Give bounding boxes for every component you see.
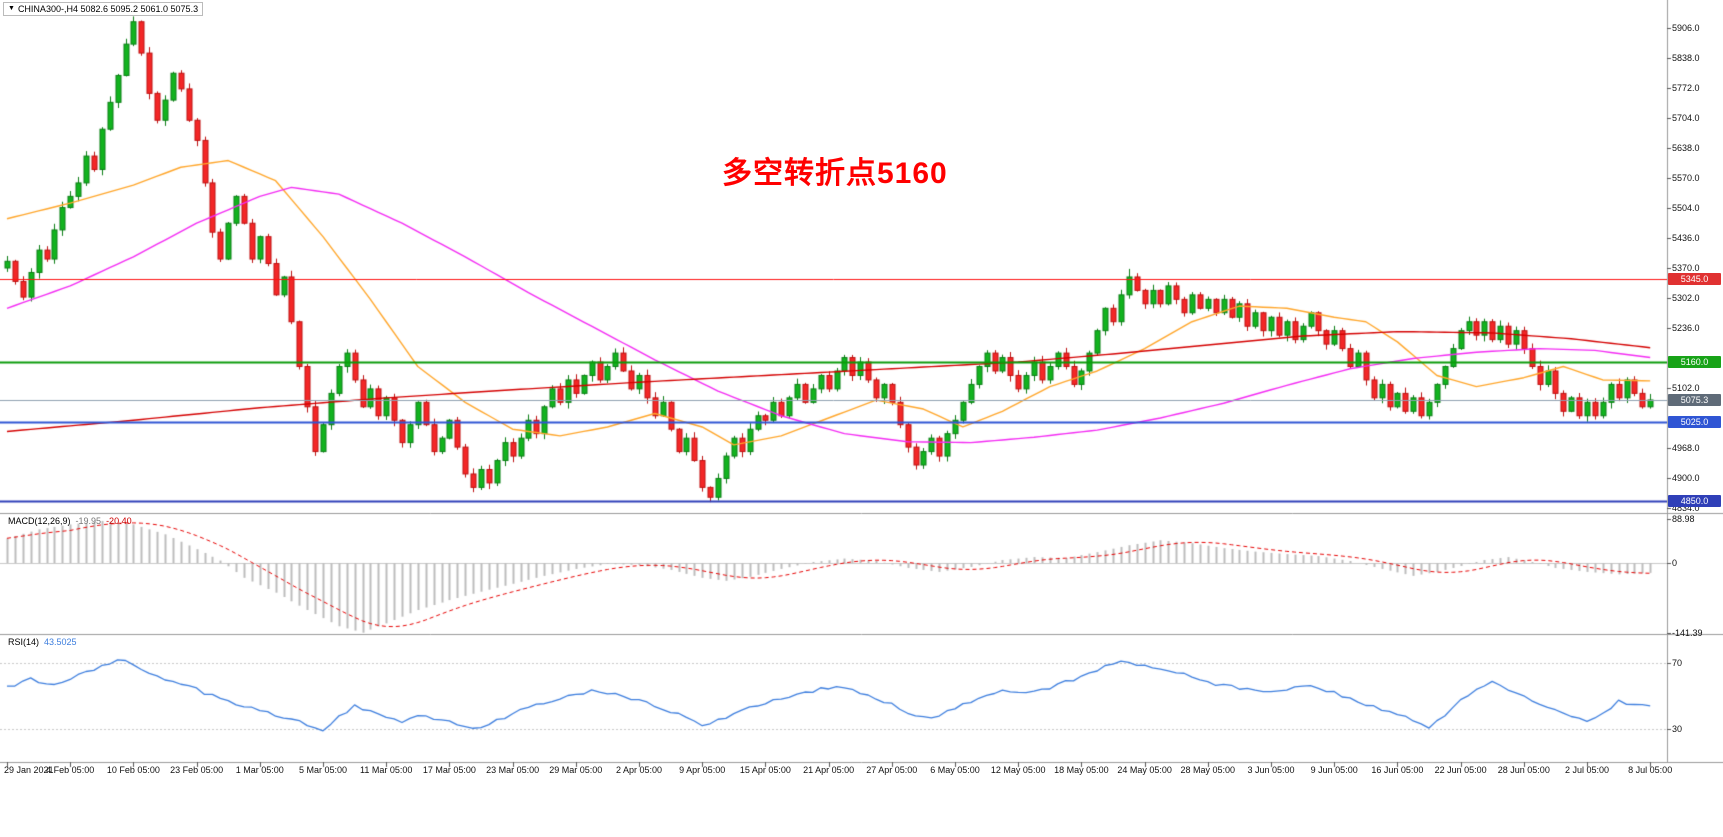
rsi-panel-area[interactable] xyxy=(0,635,1667,762)
time-axis-label: 27 Apr 05:00 xyxy=(866,765,918,775)
chart-annotation-text[interactable]: 多空转折点5160 xyxy=(722,157,948,190)
time-axis-label: 15 Apr 05:00 xyxy=(739,765,791,775)
price-level-badge: 5160.0 xyxy=(1668,356,1721,369)
time-axis-label: 29 Jan 2021 xyxy=(4,765,54,775)
time-axis-label: 21 Apr 05:00 xyxy=(803,765,855,775)
rsi-axis-label: 30 xyxy=(1672,724,1683,734)
macd-panel-area[interactable] xyxy=(0,514,1667,634)
price-axis-label: 5772.0 xyxy=(1672,83,1700,93)
price-level-badge: 5345.0 xyxy=(1668,273,1721,286)
time-axis-label: 9 Apr 05:00 xyxy=(679,765,726,775)
price-axis-label: 5638.0 xyxy=(1672,143,1700,153)
macd-indicator-label: MACD(12,26,9) -19.95 -20.40 xyxy=(8,516,132,526)
main-chart-area[interactable] xyxy=(0,0,1667,513)
price-axis-label: 5436.0 xyxy=(1672,233,1700,244)
price-axis-label: 5906.0 xyxy=(1672,23,1700,33)
price-axis-label: 5302.0 xyxy=(1672,293,1700,304)
price-axis-label: 5704.0 xyxy=(1672,113,1700,124)
time-axis-label: 11 Mar 05:00 xyxy=(360,765,413,775)
time-axis-label: 12 May 05:00 xyxy=(990,765,1046,775)
time-axis-label: 18 May 05:00 xyxy=(1054,765,1109,775)
time-axis-label: 28 May 05:00 xyxy=(1180,765,1236,775)
rsi-indicator-name: RSI(14) xyxy=(8,637,40,647)
macd-signal-value: -20.40 xyxy=(106,516,132,526)
rsi-value: 43.5025 xyxy=(44,637,77,647)
macd-axis-label: 0 xyxy=(1672,558,1678,568)
price-axis-label: 5236.0 xyxy=(1672,323,1700,333)
time-axis-label: 1 Mar 05:00 xyxy=(235,765,284,775)
price-level-badge: 4850.0 xyxy=(1668,494,1721,507)
time-axis-label: 9 Jun 05:00 xyxy=(1310,765,1358,775)
time-axis-label: 28 Jun 05:00 xyxy=(1497,765,1550,775)
time-axis-label: 4 Feb 05:00 xyxy=(46,765,95,775)
macd-axis-label: 88.98 xyxy=(1672,513,1695,524)
time-axis-label: 2 Apr 05:00 xyxy=(615,765,663,775)
price-axis-label: 4834.0 xyxy=(1672,503,1700,513)
rsi-indicator-label: RSI(14) 43.5025 xyxy=(8,637,77,647)
rsi-axis-label: 70 xyxy=(1672,658,1683,668)
time-axis-label: 22 Jun 05:00 xyxy=(1434,765,1487,775)
time-axis-label: 17 Mar 05:00 xyxy=(422,765,476,775)
price-level-badge: 5025.0 xyxy=(1668,416,1721,429)
symbol-info-box[interactable]: ▼ CHINA300-,H4 5082.6 5095.2 5061.0 5075… xyxy=(3,2,204,16)
price-axis-label: 4900.0 xyxy=(1672,473,1700,484)
time-axis-label: 5 Mar 05:00 xyxy=(298,765,348,775)
macd-axis-label: -141.39 xyxy=(1672,627,1703,638)
time-axis-label: 24 May 05:00 xyxy=(1117,765,1172,775)
price-axis-label: 5370.0 xyxy=(1672,263,1700,273)
time-axis-label: 29 Mar 05:00 xyxy=(549,765,603,775)
price-axis-label: 5504.0 xyxy=(1672,203,1700,213)
time-axis-label: 3 Jun 05:00 xyxy=(1247,765,1295,775)
price-axis[interactable]: 5906.0 5838.0 5772.0 5704.0 5638.0 5570.0 5504… xyxy=(1667,0,1723,762)
time-axis[interactable]: 29 Jan 2021 4 Feb 05:00 10 Feb 05:00 23 Feb… xyxy=(0,762,1723,782)
symbol-ohlc-text: CHINA300-,H4 5082.6 5095.2 5061.0 5075.3 xyxy=(17,4,199,14)
time-axis-label: 8 Jul 05:00 xyxy=(1628,765,1673,775)
price-axis-label: 4968.0 xyxy=(1672,443,1700,453)
time-axis-label: 6 May 05:00 xyxy=(930,765,980,775)
time-axis-label: 23 Mar 05:00 xyxy=(486,765,540,775)
time-axis-label: 2 Jul 05:00 xyxy=(1564,765,1610,775)
price-axis-label: 5570.0 xyxy=(1672,173,1700,184)
symbol-dropdown-icon: ▼ xyxy=(8,5,15,12)
price-axis-label: 5102.0 xyxy=(1672,383,1700,393)
time-axis-label: 23 Feb 05:00 xyxy=(170,765,224,775)
time-axis-label: 10 Feb 05:00 xyxy=(106,765,160,775)
macd-main-value: -19.95 xyxy=(75,516,102,526)
macd-indicator-name: MACD(12,26,9) xyxy=(8,516,71,526)
price-level-badge: 5075.3 xyxy=(1668,393,1721,406)
time-axis-label: 16 Jun 05:00 xyxy=(1371,765,1424,775)
price-axis-label: 5838.0 xyxy=(1672,53,1700,64)
